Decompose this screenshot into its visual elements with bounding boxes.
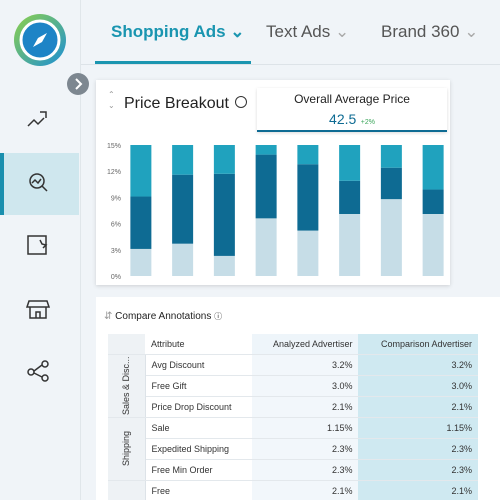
bar-segment [297, 145, 319, 165]
nav-icon[interactable] [27, 368, 35, 376]
table-cell: 2.3% [358, 459, 478, 481]
bar-segment [255, 154, 277, 219]
table-cell: 2.3% [252, 459, 359, 481]
annotations-card: ⇵ Compare Annotations ⓘ Attribute Analyze… [96, 297, 500, 500]
tab-label: Text Ads [266, 22, 331, 41]
table-cell: Free [145, 480, 253, 500]
group-label: Sales & Disc... [121, 357, 132, 415]
table-row: Expedited Shipping 2.3% 2.3% [108, 438, 478, 460]
bar-segment [172, 243, 194, 276]
table-cell: 3.0% [252, 375, 359, 397]
kpi-label: Overall Average Price [294, 92, 410, 106]
bar-segment [422, 189, 444, 214]
table-cell: 2.3% [252, 438, 359, 460]
table-cell: 2.1% [252, 396, 359, 418]
column-header: Analyzed Advertiser [252, 334, 359, 355]
table-row: Price Drop Discount 2.1% 2.1% [108, 396, 478, 418]
tab[interactable]: Brand 360 ⌄ [381, 22, 479, 41]
kpi-box: Overall Average Price 42.5 +2% [257, 88, 447, 132]
kpi-change: +2% [360, 119, 375, 126]
table-cell: 3.2% [358, 354, 478, 376]
bar-segment [213, 255, 235, 276]
table-row: Free Gift 3.0% 3.0% [108, 375, 478, 397]
table-cell: Free Gift [145, 375, 253, 397]
svg-text:⌄: ⌄ [108, 101, 115, 110]
bar-segment [339, 213, 361, 276]
bar-segment [422, 145, 444, 190]
bar-segment [255, 145, 277, 155]
bar-segment [130, 196, 152, 249]
table-row: Free Min Order 2.3% 2.3% [108, 459, 478, 481]
group-header [108, 334, 145, 355]
table-cell: 2.3% [358, 438, 478, 460]
header-row: Attribute Analyzed Advertiser Comparison A… [108, 334, 478, 355]
table-cell: 2.1% [358, 396, 478, 418]
table-row: Free 2.1% 2.1% [108, 480, 478, 500]
bar-segment [339, 180, 361, 214]
bar-segment [130, 248, 152, 276]
group-cell: Sales & Disc... [108, 354, 146, 418]
bar-segment [380, 199, 402, 276]
tab-label: Shopping Ads [111, 22, 226, 41]
y-tick-label: 0% [111, 274, 121, 281]
group-cell: Shipping [108, 417, 146, 481]
bar-segment [130, 145, 152, 197]
active-nav[interactable] [0, 153, 79, 215]
table-cell: Sale [145, 417, 253, 439]
bar-segment [172, 174, 194, 244]
info-icon[interactable] [235, 96, 247, 108]
nav-icon[interactable] [25, 300, 51, 319]
chart-title: Price Breakout [124, 95, 229, 112]
table-cell: Free Min Order [145, 459, 253, 481]
bar-segment [213, 173, 235, 256]
table-cell: 1.15% [252, 417, 359, 439]
tab-underline [95, 61, 251, 64]
tab-label: Brand 360 [381, 22, 460, 41]
bar-segment [172, 145, 194, 175]
nav-icon[interactable] [29, 173, 45, 189]
y-tick-label: 15% [107, 143, 121, 150]
column-header: Attribute [145, 334, 253, 355]
table-row: Sales & Disc... Avg Discount 3.2% 3.2% [108, 354, 478, 418]
annotations-table: Attribute Analyzed Advertiser Comparison A… [108, 334, 478, 500]
table-cell: 3.0% [358, 375, 478, 397]
chart: Price Breakout ⌃ ⌄ 0% 3% 6% 9% 12% 15% [107, 90, 444, 281]
group-cell [108, 480, 146, 500]
y-tick-label: 3% [111, 248, 121, 255]
bar-segment [255, 218, 277, 276]
bar-segment [422, 213, 444, 276]
tab[interactable]: Shopping Ads ⌄ [111, 22, 245, 41]
y-tick-label: 9% [111, 195, 121, 202]
bar-segment [380, 145, 402, 168]
column-header: Comparison Advertiser [358, 334, 478, 355]
sidebar-icons [0, 14, 89, 382]
group-label: Shipping [121, 431, 132, 467]
nav-icon[interactable] [27, 111, 47, 127]
bar-segment [297, 230, 319, 276]
collapse-button[interactable] [67, 73, 89, 95]
annotations-title: ⇵ Compare Annotations ⓘ [104, 311, 223, 322]
y-tick-label: 12% [107, 169, 121, 176]
table-cell: 2.1% [358, 480, 478, 500]
annotations-title-text: Compare Annotations [115, 311, 212, 322]
tab-bar [81, 0, 500, 65]
table-cell: Avg Discount [145, 354, 253, 376]
table-cell: 1.15% [358, 417, 478, 439]
table-cell: Price Drop Discount [145, 396, 253, 418]
svg-text:⌃: ⌃ [108, 90, 115, 99]
table-cell: 2.1% [252, 480, 359, 500]
table-cell: Expedited Shipping [145, 438, 253, 460]
bar-segment [297, 164, 319, 231]
y-tick-label: 6% [111, 222, 121, 229]
table-row: Shipping Sale 1.15% 1.15% [108, 417, 478, 481]
kpi-value: 42.5 [329, 111, 357, 127]
tab[interactable]: Text Ads ⌄ [266, 22, 350, 41]
table-cell: 3.2% [252, 354, 359, 376]
bar-segment [380, 167, 402, 200]
bar-segment [213, 145, 235, 174]
bar-segment [339, 145, 361, 181]
